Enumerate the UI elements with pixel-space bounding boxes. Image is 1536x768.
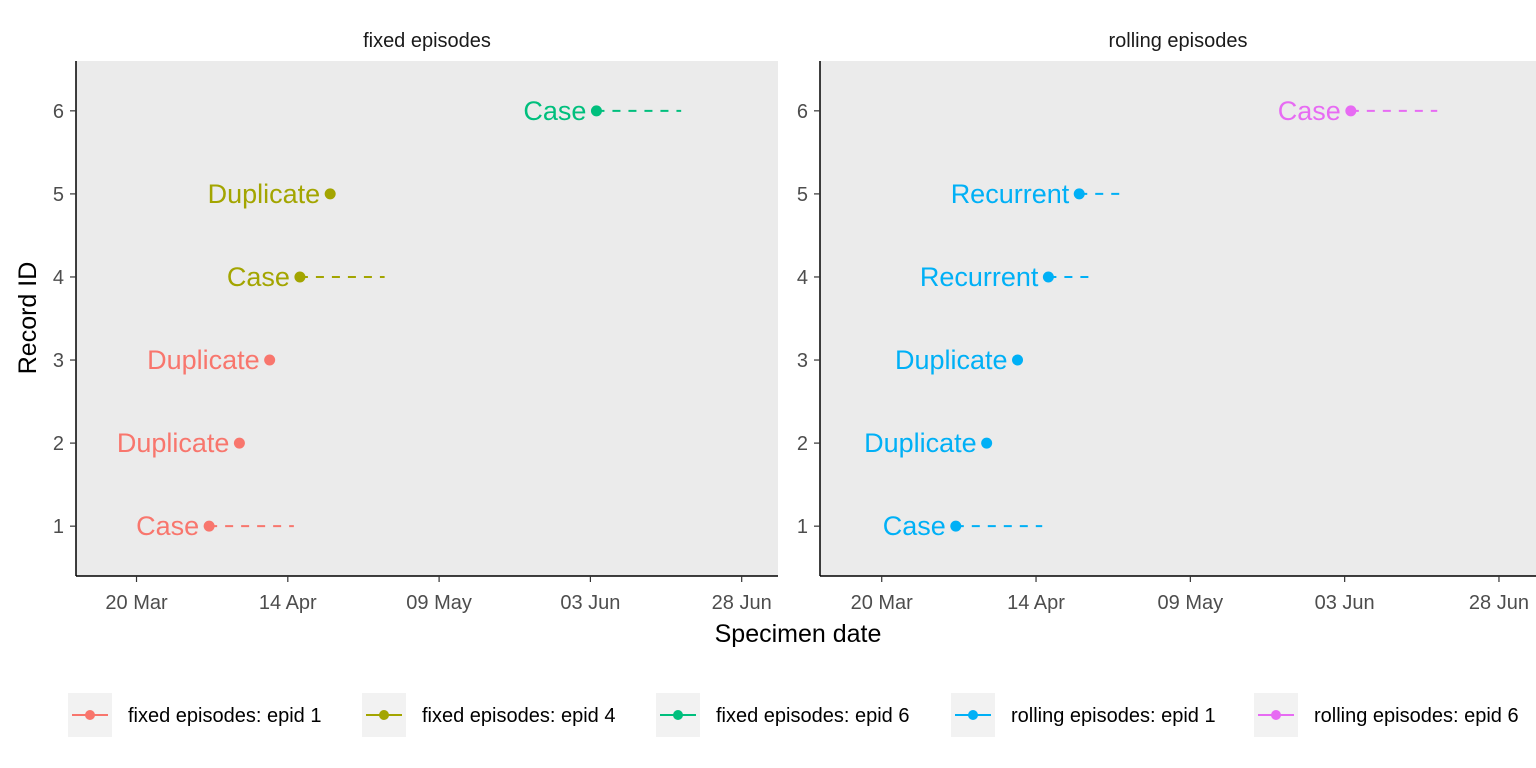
panel-title: rolling episodes [1109,30,1248,52]
point-label: Duplicate [117,428,230,458]
y-tick-label: 2 [797,433,808,455]
point-label: Case [136,511,199,541]
x-tick-label: 28 Jun [712,592,772,614]
point-label: Case [883,511,946,541]
point-label: Case [227,262,290,292]
legend-label: rolling episodes: epid 1 [1011,705,1216,727]
y-tick-label: 1 [797,516,808,538]
legend-item: fixed episodes: epid 6 [656,693,909,737]
x-tick-label: 20 Mar [851,592,914,614]
legend-label: fixed episodes: epid 1 [128,705,321,727]
x-tick-label: 28 Jun [1469,592,1529,614]
point-label: Duplicate [864,428,977,458]
legend: fixed episodes: epid 1 fixed episodes: ep… [68,693,1519,737]
panel-1: fixed episodes 1 2 3 4 5 6 20 Mar 14 Apr 09 May 03… [53,30,778,614]
y-tick-label: 5 [797,184,808,206]
data-point [203,520,215,532]
y-tick-label: 6 [53,101,64,123]
data-point [1012,354,1024,366]
y-tick-label: 1 [53,516,64,538]
data-point [981,437,993,449]
x-tick-label: 09 May [1158,592,1224,614]
point-label: Duplicate [895,345,1008,375]
legend-key-point [673,710,683,720]
legend-item: fixed episodes: epid 4 [362,693,615,737]
y-tick-label: 3 [53,350,64,372]
data-point [1345,105,1357,117]
legend-item: rolling episodes: epid 6 [1254,693,1519,737]
point-label: Duplicate [208,179,321,209]
legend-label: fixed episodes: epid 4 [422,705,615,727]
point-label: Duplicate [147,345,260,375]
x-tick-label: 03 Jun [560,592,620,614]
y-tick-label: 4 [797,267,808,289]
y-tick-label: 4 [53,267,64,289]
x-tick-label: 09 May [406,592,472,614]
point-label: Case [1278,96,1341,126]
legend-label: fixed episodes: epid 6 [716,705,909,727]
legend-label: rolling episodes: epid 6 [1314,705,1519,727]
y-tick-label: 6 [797,101,808,123]
data-point [324,188,336,200]
data-point [1073,188,1085,200]
legend-item: fixed episodes: epid 1 [68,693,321,737]
data-point [1042,271,1054,283]
point-label: Recurrent [920,262,1039,292]
x-tick-label: 03 Jun [1315,592,1375,614]
x-tick-label: 20 Mar [105,592,168,614]
y-tick-label: 2 [53,433,64,455]
y-tick-label: 5 [53,184,64,206]
legend-key-point [85,710,95,720]
data-point [233,437,245,449]
panel-background [76,61,778,576]
legend-key-point [379,710,389,720]
panel-background [820,61,1536,576]
y-axis-title: Record ID [14,262,42,375]
data-point [950,520,962,532]
x-tick-label: 14 Apr [259,592,317,614]
legend-key-point [968,710,978,720]
point-label: Case [523,96,586,126]
x-tick-label: 14 Apr [1007,592,1065,614]
data-point [590,105,602,117]
data-point [264,354,276,366]
data-point [294,271,306,283]
panel-2: rolling episodes 1 2 3 4 5 6 20 Mar 14 Apr 09 May… [797,30,1536,614]
chart-panels: fixed episodes 1 2 3 4 5 6 20 Mar 14 Apr 09 May 03… [53,30,1536,614]
point-label: Recurrent [951,179,1070,209]
x-axis-title: Specimen date [715,620,882,648]
legend-item: rolling episodes: epid 1 [951,693,1216,737]
panel-title: fixed episodes [363,30,491,52]
y-tick-label: 3 [797,350,808,372]
legend-key-point [1271,710,1281,720]
